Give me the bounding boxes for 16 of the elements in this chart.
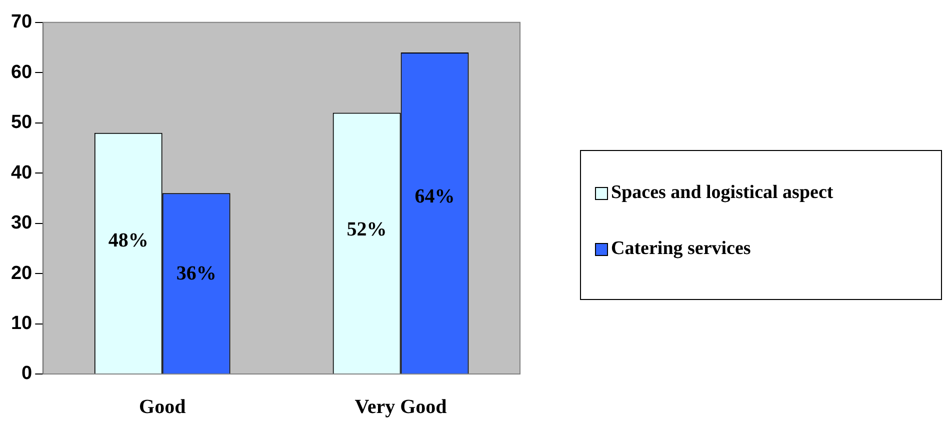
data-label: 52% bbox=[346, 218, 387, 241]
data-label: 36% bbox=[176, 262, 216, 285]
y-tick-label: 0 bbox=[22, 363, 32, 384]
y-tick-label: 50 bbox=[10, 112, 32, 134]
data-label: 64% bbox=[414, 185, 455, 208]
y-tick-label: 10 bbox=[10, 313, 32, 334]
y-tick-label: 60 bbox=[10, 62, 32, 83]
legend-label: Catering services bbox=[611, 238, 751, 260]
y-tick-label: 70 bbox=[10, 12, 32, 33]
legend-label: Spaces and logistical aspect bbox=[611, 182, 834, 204]
y-tick-label: 20 bbox=[10, 262, 32, 284]
data-label: 48% bbox=[108, 230, 148, 252]
y-tick-label: 40 bbox=[10, 162, 32, 184]
x-tick-label: Very Good bbox=[354, 396, 447, 418]
x-tick-label: Good bbox=[139, 396, 186, 418]
y-tick-label: 30 bbox=[10, 212, 32, 234]
